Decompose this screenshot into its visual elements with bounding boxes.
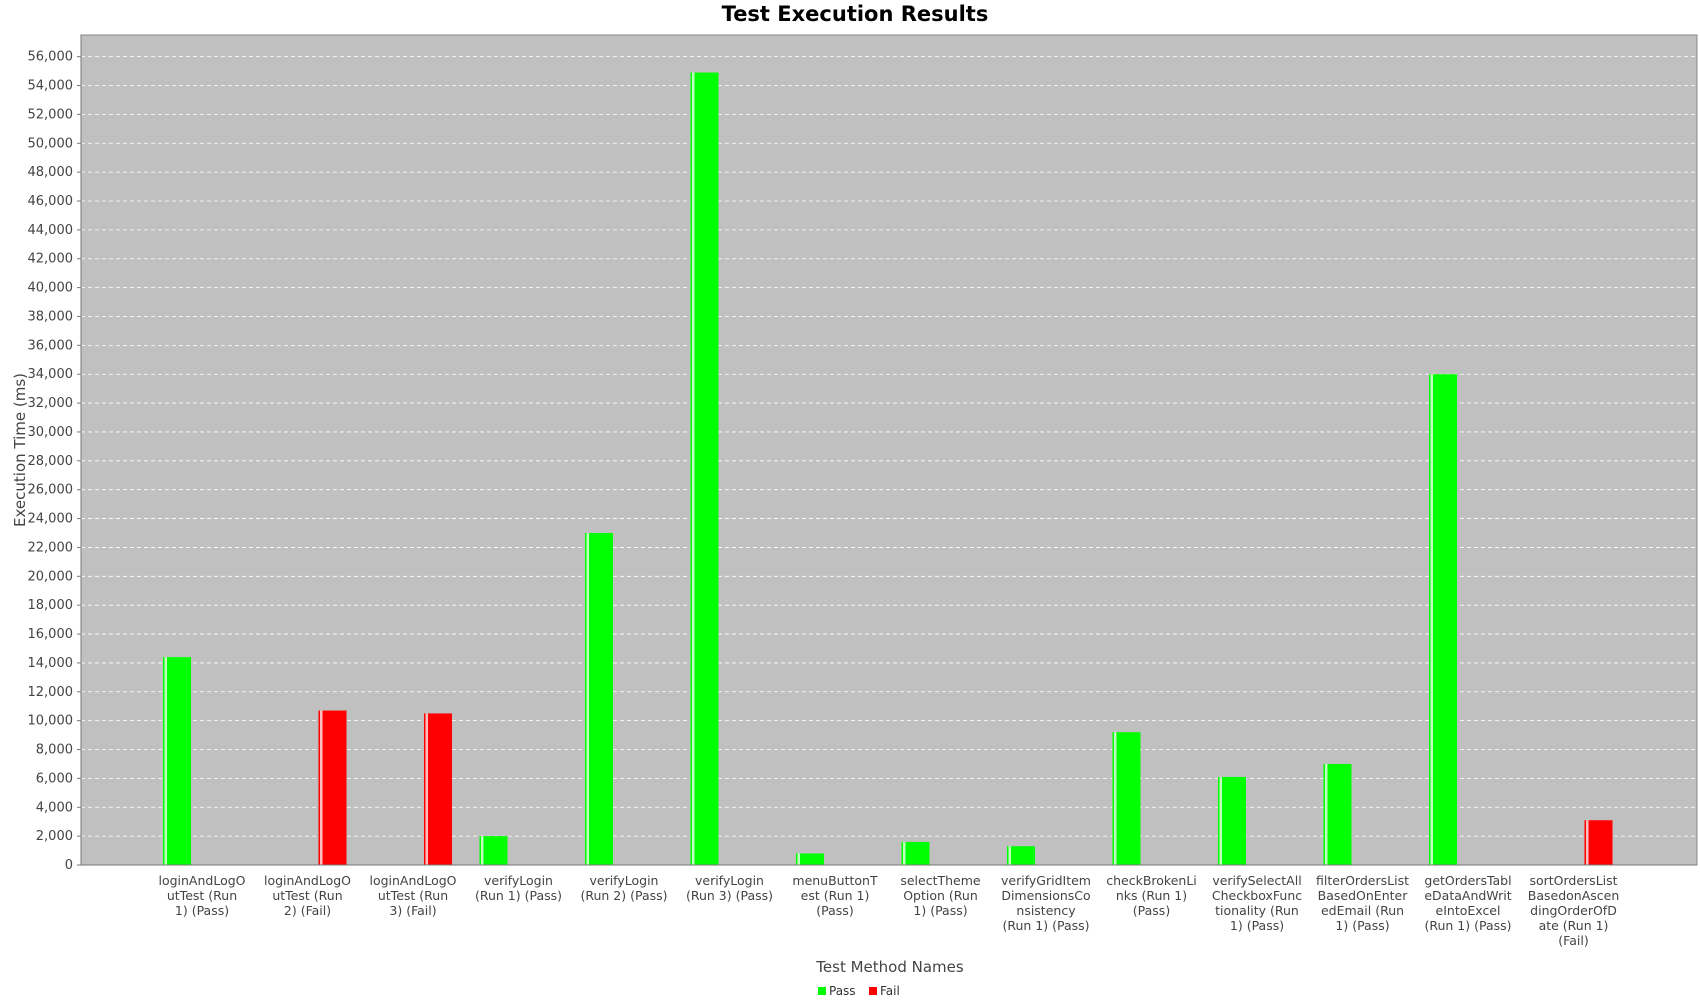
y-axis-label: Execution Time (ms) bbox=[11, 373, 29, 527]
bar-highlight bbox=[692, 72, 695, 865]
y-tick-label: 2,000 bbox=[36, 829, 73, 844]
legend: Pass Fail bbox=[818, 984, 900, 998]
bar-pass bbox=[690, 72, 719, 865]
x-category-label: verifyGridItem DimensionsCo nsistency (Run … bbox=[1001, 873, 1091, 933]
y-tick-label: 18,000 bbox=[28, 598, 74, 613]
bar-highlight bbox=[425, 713, 428, 865]
bar-highlight bbox=[320, 710, 323, 865]
y-tick-label: 16,000 bbox=[28, 627, 74, 642]
bar-highlight bbox=[1114, 732, 1117, 865]
y-tick-label: 28,000 bbox=[28, 454, 74, 469]
x-axis-label: Test Method Names bbox=[815, 958, 964, 976]
x-category-label: getOrdersTabl eDataAndWrit eIntoExcel (Run … bbox=[1424, 873, 1511, 933]
bar-highlight bbox=[797, 853, 800, 865]
x-category-label: verifyLogin (Run 1) (Pass) bbox=[475, 873, 562, 903]
x-category-label: verifyLogin (Run 2) (Pass) bbox=[580, 873, 667, 903]
bar-fail bbox=[318, 710, 347, 865]
bar-pass bbox=[796, 853, 824, 865]
y-tick-label: 0 bbox=[65, 858, 73, 873]
y-tick-label: 40,000 bbox=[28, 281, 74, 296]
x-category-label: loginAndLogO utTest (Run 3) (Fail) bbox=[369, 873, 456, 918]
bar-fail bbox=[1584, 820, 1613, 865]
x-category-label: sortOrdersList BasedonAscen dingOrderOfD at… bbox=[1528, 873, 1620, 948]
y-tick-label: 20,000 bbox=[28, 569, 74, 584]
x-axis-categories: loginAndLogO utTest (Run 1) (Pass) loginAnd… bbox=[158, 873, 1619, 948]
y-axis-ticks: 0 2,000 4,000 6,000 8,000 10,000 12,000 14,000 1… bbox=[28, 50, 81, 873]
legend-label-fail: Fail bbox=[880, 984, 900, 998]
bar-highlight bbox=[1325, 763, 1328, 865]
bar-highlight bbox=[1586, 820, 1589, 865]
x-category-label: loginAndLogO utTest (Run 1) (Pass) bbox=[158, 873, 245, 918]
bar-pass bbox=[1323, 763, 1352, 865]
y-tick-label: 30,000 bbox=[28, 425, 74, 440]
y-tick-label: 42,000 bbox=[28, 252, 74, 267]
y-tick-label: 10,000 bbox=[28, 714, 74, 729]
plot-area bbox=[80, 34, 1698, 866]
bar-highlight bbox=[164, 657, 167, 865]
chart-title: Test Execution Results bbox=[722, 2, 989, 26]
y-tick-label: 54,000 bbox=[28, 79, 74, 94]
x-category-label: verifySelectAll CheckboxFunc tionality (Ru… bbox=[1212, 873, 1302, 933]
y-tick-label: 14,000 bbox=[28, 656, 74, 671]
y-tick-label: 12,000 bbox=[28, 685, 74, 700]
bar-highlight bbox=[1219, 776, 1222, 865]
y-tick-label: 6,000 bbox=[36, 771, 73, 786]
y-tick-label: 44,000 bbox=[28, 223, 74, 238]
x-category-label: verifyLogin (Run 3) (Pass) bbox=[686, 873, 773, 903]
bar-pass bbox=[1112, 732, 1141, 865]
bar-pass bbox=[479, 836, 508, 865]
bar-highlight bbox=[1430, 374, 1433, 865]
bars bbox=[163, 72, 1613, 865]
y-tick-label: 50,000 bbox=[28, 136, 74, 151]
bar-pass bbox=[1218, 776, 1246, 865]
y-tick-label: 56,000 bbox=[28, 50, 74, 65]
y-tick-label: 34,000 bbox=[28, 367, 74, 382]
bar-pass bbox=[163, 657, 191, 865]
y-tick-label: 24,000 bbox=[28, 512, 74, 527]
bar-pass bbox=[1007, 846, 1035, 865]
gridlines bbox=[81, 56, 1697, 837]
x-category-label: menuButtonT est (Run 1) (Pass) bbox=[792, 873, 878, 918]
y-tick-label: 4,000 bbox=[36, 800, 73, 815]
bar-pass bbox=[585, 533, 613, 865]
y-tick-label: 8,000 bbox=[36, 743, 73, 758]
bar-highlight bbox=[903, 841, 906, 865]
y-tick-label: 22,000 bbox=[28, 540, 74, 555]
y-tick-label: 38,000 bbox=[28, 309, 74, 324]
y-tick-label: 48,000 bbox=[28, 165, 74, 180]
bar-highlight bbox=[481, 836, 484, 865]
y-tick-label: 32,000 bbox=[28, 396, 74, 411]
y-tick-label: 46,000 bbox=[28, 194, 74, 209]
bar-highlight bbox=[1008, 846, 1011, 865]
x-category-label: loginAndLogO utTest (Run 2) (Fail) bbox=[264, 873, 351, 918]
legend-swatch-pass bbox=[818, 987, 826, 995]
x-category-label: checkBrokenLi nks (Run 1) (Pass) bbox=[1106, 873, 1197, 918]
y-tick-label: 26,000 bbox=[28, 483, 74, 498]
bar-pass bbox=[901, 841, 930, 865]
bar-fail bbox=[424, 713, 452, 865]
x-category-label: selectTheme Option (Run 1) (Pass) bbox=[900, 873, 981, 918]
y-tick-label: 52,000 bbox=[28, 107, 74, 122]
bar-pass bbox=[1429, 374, 1457, 865]
bar-highlight bbox=[586, 533, 589, 865]
legend-label-pass: Pass bbox=[829, 984, 856, 998]
y-tick-label: 36,000 bbox=[28, 338, 74, 353]
x-category-label: filterOrdersList BasedOnEnter edEmail (Run… bbox=[1316, 873, 1409, 933]
legend-swatch-fail bbox=[869, 987, 877, 995]
